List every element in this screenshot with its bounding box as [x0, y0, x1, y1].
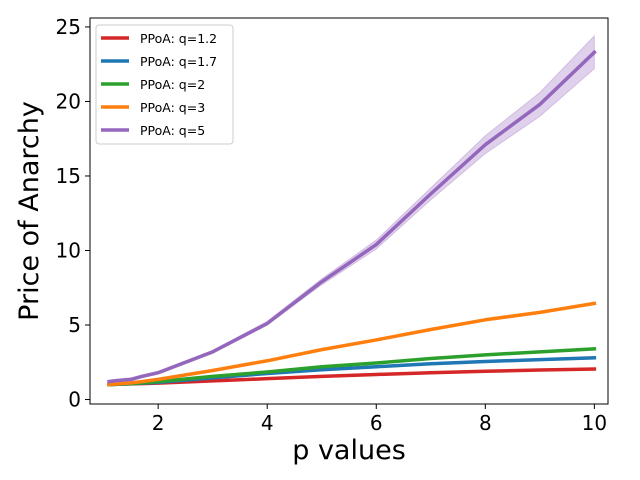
x-tick-label: 2 [152, 411, 165, 435]
legend-box [95, 24, 234, 145]
x-axis-ticks: 2 4 6 8 10 [152, 404, 607, 435]
legend: PPoA: q=1.2 PPoA: q=1.7 PPoA: q=2 PPoA: q=3… [95, 24, 234, 145]
x-axis-label: p values [292, 435, 406, 466]
legend-label-3: PPoA: q=3 [140, 100, 205, 115]
x-tick-label: 10 [582, 411, 607, 435]
series-line-4 [107, 49, 597, 384]
legend-label-0: PPoA: q=1.2 [140, 31, 217, 46]
legend-label-4: PPoA: q=5 [140, 123, 205, 138]
series-lines [107, 49, 597, 387]
x-tick-label: 4 [261, 411, 274, 435]
y-tick-label: 20 [56, 89, 81, 113]
y-axis-ticks: 0 5 10 15 20 25 [56, 15, 90, 412]
x-tick-label: 8 [479, 411, 492, 435]
legend-label-2: PPoA: q=2 [140, 77, 205, 92]
y-axis-label: Price of Anarchy [14, 101, 45, 321]
y-tick-label: 25 [56, 15, 81, 39]
y-tick-label: 5 [68, 313, 81, 337]
y-tick-label: 15 [56, 164, 81, 188]
y-tick-label: 0 [68, 388, 81, 412]
x-tick-label: 6 [370, 411, 383, 435]
legend-label-1: PPoA: q=1.7 [140, 54, 217, 69]
series-line-3 [107, 301, 597, 387]
y-tick-label: 10 [56, 238, 81, 262]
plot-frame [89, 17, 609, 405]
